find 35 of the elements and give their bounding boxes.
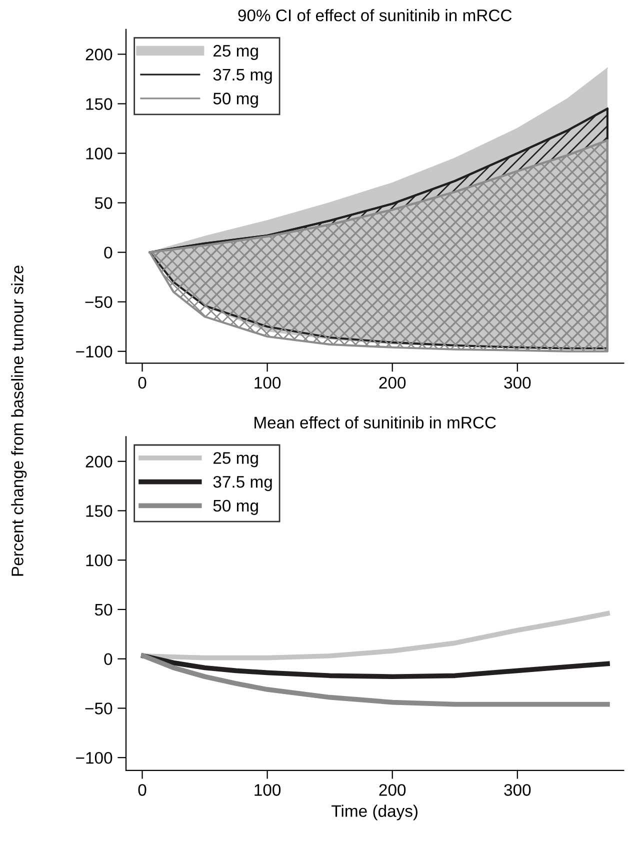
y-axis-title: Percent change from baseline tumour size xyxy=(11,266,27,576)
y-tick-label: 50 xyxy=(94,197,112,209)
line-series xyxy=(141,653,610,680)
y-tick-label: 0 xyxy=(104,653,112,666)
x-tick-label: 0 xyxy=(138,376,146,389)
chart-title: Mean effect of sunitinib in mRCC xyxy=(254,416,496,428)
x-tick-label: 0 xyxy=(138,784,146,796)
legend-label: 37.5 mg xyxy=(213,68,272,84)
legend-label: 50 mg xyxy=(213,500,258,515)
x-axis-title: Time (days) xyxy=(332,804,418,820)
x-tick-label: 100 xyxy=(254,784,281,796)
y-tick-label: 100 xyxy=(86,554,112,566)
y-tick-label: 0 xyxy=(104,246,112,259)
legend-label: 25 mg xyxy=(214,452,258,468)
line-series xyxy=(141,610,610,660)
y-tick-label: 100 xyxy=(86,148,112,160)
y-tick-label: 200 xyxy=(86,456,112,468)
y-tick-label: 200 xyxy=(86,48,112,60)
y-tick-label: −50 xyxy=(85,296,112,308)
legend-label: 25 mg xyxy=(214,44,258,60)
x-tick-label: 300 xyxy=(504,784,531,796)
y-tick-label: −50 xyxy=(85,702,112,714)
y-tick-label: −100 xyxy=(76,752,112,764)
y-tick-label: 150 xyxy=(86,505,112,517)
y-tick-label: 150 xyxy=(86,98,112,110)
y-tick-label: −100 xyxy=(76,346,112,358)
y-tick-label: 50 xyxy=(94,604,112,616)
x-tick-label: 200 xyxy=(379,376,406,389)
legend-label: 50 mg xyxy=(213,92,258,108)
x-tick-label: 200 xyxy=(379,784,406,796)
x-tick-label: 300 xyxy=(504,376,531,389)
x-tick-label: 100 xyxy=(254,376,281,389)
legend-label: 37.5 mg xyxy=(213,476,272,492)
chart-title: 90% CI of effect of sunitinib in mRCC xyxy=(238,9,512,22)
line-series xyxy=(141,653,610,707)
